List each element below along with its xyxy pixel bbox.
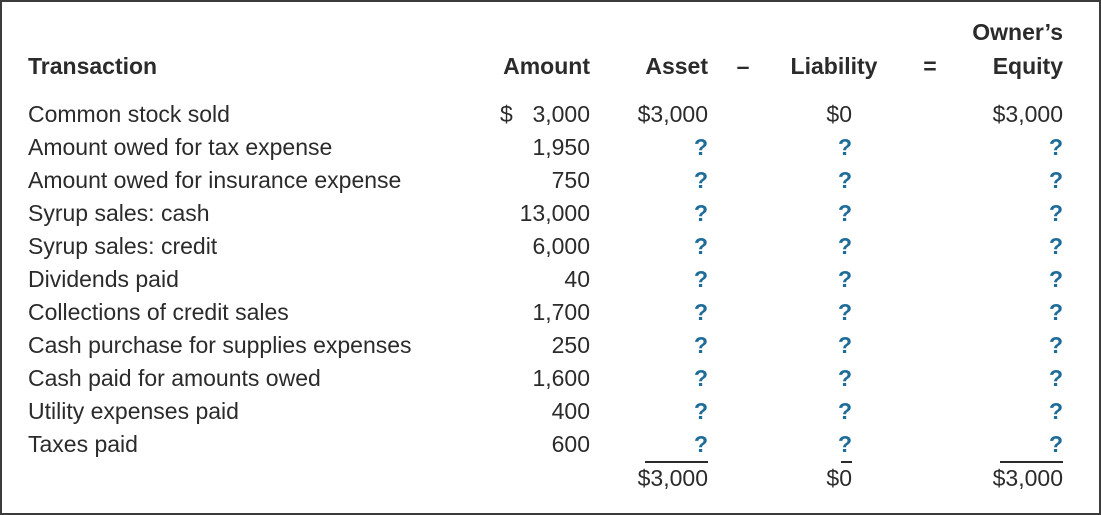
amount-value: 600 bbox=[551, 430, 590, 457]
table-row: Syrup sales: credit 6,000 ? ? ? bbox=[2, 230, 1099, 263]
liability-unknown-value: ? bbox=[837, 397, 852, 424]
equity-total-cell: $3,000 bbox=[970, 461, 1063, 497]
amount-value: 1,700 bbox=[532, 298, 590, 325]
liability-total-value: $0 bbox=[826, 465, 852, 491]
table-row: Common stock sold $3,000 $3,000 $0 $3,00… bbox=[2, 98, 1099, 131]
table-row: Dividends paid 40 ? ? ? bbox=[2, 263, 1099, 296]
asset-unknown-value: ? bbox=[693, 133, 708, 160]
liability-value: $0 bbox=[826, 100, 852, 127]
liability-unknown-value: ? bbox=[837, 430, 852, 457]
liability-unknown-value: ? bbox=[837, 265, 852, 292]
transaction-label: Collections of credit sales bbox=[28, 298, 289, 325]
asset-unknown-value: ? bbox=[693, 232, 708, 259]
transaction-label: Syrup sales: credit bbox=[28, 232, 218, 259]
amount-value: 250 bbox=[551, 331, 590, 358]
minus-operator: – bbox=[736, 53, 750, 80]
transaction-label: Dividends paid bbox=[28, 265, 179, 292]
liability-unknown-value: ? bbox=[837, 166, 852, 193]
transaction-label: Amount owed for insurance expense bbox=[28, 166, 402, 193]
amount-column-header: Amount bbox=[503, 53, 590, 80]
liability-unknown-value: ? bbox=[837, 331, 852, 358]
amount-value: 750 bbox=[551, 166, 590, 193]
table-row: Amount owed for insurance expense 750 ? … bbox=[2, 164, 1099, 197]
transaction-label: Cash purchase for supplies expenses bbox=[28, 331, 412, 358]
equity-value: $3,000 bbox=[992, 100, 1063, 127]
asset-unknown-value: ? bbox=[693, 331, 708, 358]
asset-unknown-value: ? bbox=[693, 199, 708, 226]
equals-operator: = bbox=[923, 53, 937, 80]
liability-unknown-value: ? bbox=[837, 199, 852, 226]
column-header-row: Transaction Amount Asset – Liability = E… bbox=[2, 50, 1099, 84]
equity-unknown-value: ? bbox=[1048, 166, 1063, 193]
asset-unknown-value: ? bbox=[693, 430, 708, 457]
asset-total-rule bbox=[645, 461, 708, 463]
transaction-column-header: Transaction bbox=[28, 53, 158, 80]
table-row: Collections of credit sales 1,700 ? ? ? bbox=[2, 296, 1099, 329]
equity-unknown-value: ? bbox=[1048, 364, 1063, 391]
asset-column-header: Asset bbox=[645, 53, 708, 80]
asset-unknown-value: ? bbox=[693, 364, 708, 391]
equity-unknown-value: ? bbox=[1048, 265, 1063, 292]
transaction-label: Taxes paid bbox=[28, 430, 138, 457]
amount-cell: $3,000 bbox=[460, 98, 590, 131]
asset-total-value: $3,000 bbox=[637, 465, 708, 491]
liability-unknown-value: ? bbox=[837, 298, 852, 325]
asset-unknown-value: ? bbox=[693, 265, 708, 292]
amount-value: 40 bbox=[564, 265, 590, 292]
equity-unknown-value: ? bbox=[1048, 331, 1063, 358]
equity-unknown-value: ? bbox=[1048, 430, 1063, 457]
transaction-table: Owner’s Transaction Amount Asset – Liabi… bbox=[2, 16, 1099, 497]
amount-value: 13,000 bbox=[519, 199, 590, 226]
equity-unknown-value: ? bbox=[1048, 133, 1063, 160]
transaction-label: Utility expenses paid bbox=[28, 397, 239, 424]
equity-unknown-value: ? bbox=[1048, 397, 1063, 424]
equity-unknown-value: ? bbox=[1048, 199, 1063, 226]
equity-unknown-value: ? bbox=[1048, 298, 1063, 325]
amount-value: 400 bbox=[551, 397, 590, 424]
asset-unknown-value: ? bbox=[693, 397, 708, 424]
equity-total-value: $3,000 bbox=[992, 465, 1063, 491]
table-row: Cash paid for amounts owed 1,600 ? ? ? bbox=[2, 362, 1099, 395]
owners-equity-header-row: Owner’s bbox=[2, 16, 1099, 50]
amount-value: 3,000 bbox=[532, 100, 590, 127]
equity-unknown-value: ? bbox=[1048, 232, 1063, 259]
transaction-label: Common stock sold bbox=[28, 100, 230, 127]
currency-symbol: $ bbox=[500, 100, 513, 127]
equity-total-rule bbox=[1000, 461, 1063, 463]
table-row: Taxes paid 600 ? ? ? bbox=[2, 428, 1099, 461]
table-row: Amount owed for tax expense 1,950 ? ? ? bbox=[2, 131, 1099, 164]
amount-value: 6,000 bbox=[532, 232, 590, 259]
amount-value: 1,950 bbox=[532, 133, 590, 160]
table-row: Utility expenses paid 400 ? ? ? bbox=[2, 395, 1099, 428]
totals-row: $3,000 $0 $3,000 bbox=[2, 461, 1099, 497]
liability-total-cell: $0 bbox=[778, 461, 890, 497]
asset-unknown-value: ? bbox=[693, 298, 708, 325]
liability-unknown-value: ? bbox=[837, 364, 852, 391]
owners-equity-header-line1: Owner’s bbox=[972, 19, 1063, 46]
transaction-label: Syrup sales: cash bbox=[28, 199, 210, 226]
owners-equity-header-line2: Equity bbox=[992, 53, 1063, 80]
asset-value: $3,000 bbox=[637, 100, 708, 127]
liability-unknown-value: ? bbox=[837, 133, 852, 160]
liability-unknown-value: ? bbox=[837, 232, 852, 259]
asset-unknown-value: ? bbox=[693, 166, 708, 193]
asset-total-cell: $3,000 bbox=[590, 461, 708, 497]
transaction-label: Amount owed for tax expense bbox=[28, 133, 333, 160]
header-gap bbox=[2, 84, 1099, 98]
amount-value: 1,600 bbox=[532, 364, 590, 391]
table-row: Syrup sales: cash 13,000 ? ? ? bbox=[2, 197, 1099, 230]
transaction-label: Cash paid for amounts owed bbox=[28, 364, 321, 391]
table-row: Cash purchase for supplies expenses 250 … bbox=[2, 329, 1099, 362]
liability-column-header: Liability bbox=[790, 53, 878, 80]
liability-total-rule bbox=[841, 461, 852, 463]
